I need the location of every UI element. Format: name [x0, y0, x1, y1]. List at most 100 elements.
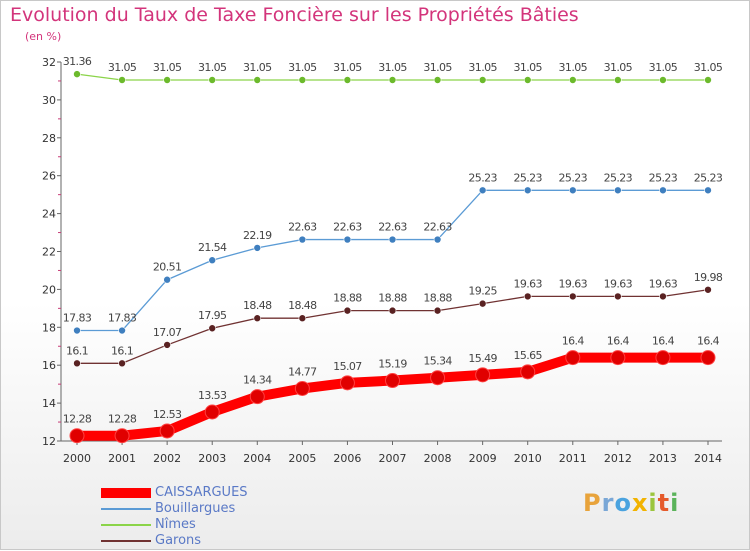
data-label-nimes: 31.05 [333, 61, 362, 74]
legend-item-nimes: Nîmes [101, 517, 248, 533]
data-label-bouillargues: 22.63 [288, 221, 317, 234]
data-label-caissargues: 12.53 [153, 408, 182, 421]
data-point-caissargues [69, 428, 85, 444]
data-point-bouillargues [343, 235, 352, 244]
data-point-caissargues [339, 375, 355, 391]
data-label-bouillargues: 17.83 [63, 312, 92, 325]
legend-swatch-garons [101, 540, 151, 542]
data-point-caissargues [565, 350, 581, 366]
data-point-caissargues [114, 428, 130, 444]
legend-label-nimes: Nîmes [155, 517, 196, 532]
y-tick-label: 24 [42, 208, 56, 221]
data-label-nimes: 31.05 [468, 61, 497, 74]
data-point-garons [343, 306, 352, 315]
data-point-bouillargues [388, 235, 397, 244]
data-label-garons: 19.63 [604, 277, 633, 290]
data-label-bouillargues: 25.23 [649, 171, 678, 184]
data-point-garons [298, 314, 307, 323]
y-tick-label: 28 [42, 132, 56, 145]
data-point-garons [614, 292, 622, 301]
data-label-bouillargues: 17.83 [108, 312, 137, 325]
data-point-bouillargues [253, 244, 262, 252]
data-label-caissargues: 15.34 [423, 355, 452, 368]
data-point-caissargues [294, 381, 310, 397]
data-point-nimes [208, 76, 217, 84]
data-label-garons: 18.88 [333, 292, 362, 305]
data-point-caissargues [249, 389, 265, 405]
data-label-bouillargues: 20.51 [153, 261, 182, 274]
y-tick-label: 32 [42, 56, 56, 69]
x-tick-label: 2002 [153, 452, 181, 465]
data-point-garons [433, 306, 442, 315]
data-label-garons: 19.98 [694, 271, 723, 284]
data-point-garons [118, 359, 126, 368]
data-label-bouillargues: 25.23 [559, 171, 588, 184]
data-label-caissargues: 15.65 [513, 349, 542, 362]
data-label-nimes: 31.05 [604, 61, 633, 74]
x-tick-label: 2008 [424, 452, 452, 465]
data-point-garons [568, 292, 577, 301]
data-label-bouillargues: 25.23 [604, 171, 633, 184]
data-point-bouillargues [163, 275, 171, 284]
data-point-caissargues [655, 350, 671, 366]
data-label-bouillargues: 22.19 [243, 229, 272, 242]
data-label-nimes: 31.05 [694, 61, 723, 74]
x-tick-label: 2003 [198, 452, 226, 465]
data-point-bouillargues [523, 186, 532, 195]
legend-label-bouillargues: Bouillargues [155, 501, 236, 516]
data-label-nimes: 31.05 [559, 61, 588, 74]
data-point-nimes [343, 76, 352, 84]
y-tick-label: 14 [42, 397, 56, 410]
data-point-caissargues [430, 370, 446, 386]
chart-title: Evolution du Taux de Taxe Foncière sur l… [10, 4, 579, 26]
proxiti-logo-letter: r [601, 489, 615, 517]
x-tick-label: 2009 [469, 452, 497, 465]
data-label-nimes: 31.05 [378, 61, 407, 74]
proxiti-logo-letter: t [657, 489, 671, 517]
data-point-nimes [433, 76, 442, 84]
x-tick-label: 2013 [649, 452, 677, 465]
data-label-nimes: 31.05 [513, 61, 542, 74]
data-point-bouillargues [659, 186, 667, 195]
data-label-garons: 19.63 [649, 277, 678, 290]
data-label-garons: 16.1 [111, 344, 133, 357]
data-label-garons: 17.95 [198, 309, 227, 322]
data-label-caissargues: 16.4 [697, 335, 720, 348]
data-label-garons: 18.88 [378, 292, 407, 305]
data-point-nimes [704, 76, 712, 84]
data-label-nimes: 31.36 [63, 55, 92, 68]
data-point-garons [163, 341, 171, 349]
chart-legend: CAISSARGUES Bouillargues Nîmes Garons [101, 485, 248, 549]
data-point-caissargues [520, 364, 536, 380]
legend-swatch-bouillargues [101, 508, 151, 510]
data-label-nimes: 31.05 [243, 61, 272, 74]
y-tick-label: 22 [42, 246, 56, 259]
data-point-garons [253, 314, 262, 323]
y-tick-label: 12 [42, 435, 56, 448]
data-label-caissargues: 16.4 [562, 335, 585, 348]
data-point-bouillargues [208, 256, 217, 265]
x-tick-label: 2004 [243, 452, 271, 465]
y-axis-unit-label: (en %) [25, 30, 62, 43]
data-point-garons [388, 306, 397, 315]
x-tick-label: 2000 [63, 452, 91, 465]
data-point-nimes [568, 76, 577, 84]
data-label-caissargues: 12.28 [63, 413, 92, 426]
data-point-garons [523, 292, 532, 301]
x-tick-label: 2012 [604, 452, 632, 465]
data-point-nimes [659, 76, 667, 84]
data-label-caissargues: 15.49 [468, 352, 497, 365]
data-label-caissargues: 12.28 [108, 413, 137, 426]
proxiti-logo-letter: P [583, 489, 602, 517]
data-point-nimes [163, 76, 171, 84]
y-tick-label: 26 [42, 170, 56, 183]
legend-item-bouillargues: Bouillargues [101, 501, 248, 517]
data-label-garons: 19.63 [559, 277, 588, 290]
data-label-bouillargues: 25.23 [468, 171, 497, 184]
data-label-garons: 18.48 [288, 299, 317, 312]
data-point-bouillargues [568, 186, 577, 195]
data-point-caissargues [475, 367, 491, 383]
x-tick-label: 2010 [514, 452, 542, 465]
data-point-garons [478, 299, 487, 308]
data-label-bouillargues: 22.63 [378, 221, 407, 234]
